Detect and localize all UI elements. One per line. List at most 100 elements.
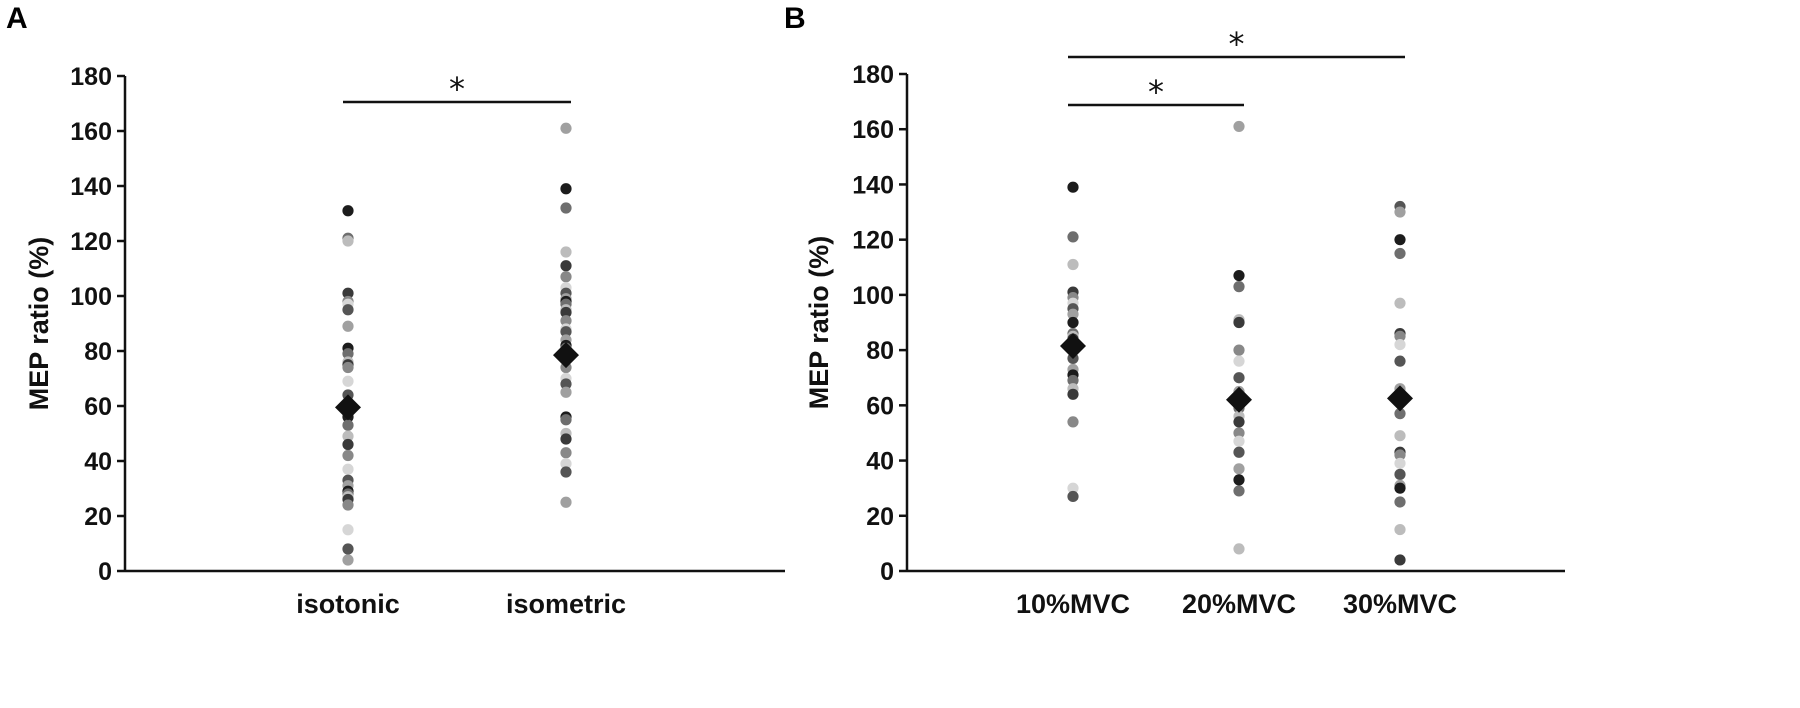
data-point — [1233, 269, 1245, 282]
data-point — [342, 524, 354, 536]
mean-marker — [1226, 386, 1252, 413]
mean-marker — [335, 394, 361, 421]
data-point — [1233, 344, 1245, 356]
data-point — [1067, 490, 1079, 503]
data-point — [1233, 543, 1245, 555]
significance-label: * — [449, 70, 465, 108]
data-point — [1233, 355, 1245, 367]
data-point — [1394, 355, 1406, 367]
y-tick-label: 140 — [852, 171, 894, 199]
data-point — [1233, 427, 1245, 439]
data-point — [1394, 206, 1406, 218]
data-point — [560, 326, 572, 338]
data-point — [560, 315, 572, 327]
y-tick-label: 40 — [866, 448, 894, 476]
data-point — [342, 205, 354, 217]
data-point — [342, 287, 354, 299]
y-tick-label: 180 — [70, 63, 112, 91]
y-tick-label: 160 — [852, 116, 894, 144]
data-point — [1067, 388, 1079, 400]
data-point — [1233, 446, 1245, 458]
data-point — [560, 447, 572, 459]
data-point — [1067, 308, 1079, 320]
data-point — [342, 375, 354, 387]
y-tick-label: 100 — [70, 283, 112, 311]
x-category-label: 20%MVC — [1182, 589, 1296, 619]
y-tick-label: 100 — [852, 282, 894, 310]
data-point — [1394, 523, 1406, 536]
data-point — [560, 260, 572, 272]
significance-label: * — [1229, 25, 1245, 63]
data-point — [342, 499, 354, 511]
panel-b: B 0 20 40 60 80 100 120 140 160 180 MEP ratio (%) 10… — [784, 2, 1565, 619]
y-tick-label: 160 — [70, 118, 112, 146]
data-point — [1067, 482, 1079, 494]
mean-marker — [1060, 332, 1086, 359]
y-tick-label: 0 — [98, 558, 112, 586]
y-tick-label: 60 — [84, 393, 112, 421]
data-point — [1233, 281, 1245, 293]
data-point — [1394, 330, 1406, 342]
data-point — [1394, 496, 1406, 508]
y-axis-title: MEP ratio (%) — [804, 236, 834, 410]
y-tick-label: 80 — [866, 337, 894, 365]
mean-marker — [553, 342, 579, 369]
data-point — [560, 458, 572, 470]
data-point — [560, 386, 572, 398]
data-point — [342, 348, 354, 360]
data-point — [560, 433, 572, 445]
data-point — [1067, 416, 1079, 428]
data-point — [1394, 338, 1406, 351]
panel-label: A — [6, 2, 28, 35]
x-category-label: isometric — [506, 589, 626, 619]
y-tick-label: 40 — [84, 448, 112, 476]
data-point — [560, 414, 572, 426]
data-point — [560, 466, 572, 478]
data-point — [1394, 457, 1406, 469]
data-point — [342, 463, 354, 475]
data-point — [560, 271, 572, 283]
data-point — [560, 183, 572, 195]
data-point — [1394, 554, 1406, 566]
data-point — [342, 361, 354, 374]
data-point — [1067, 231, 1079, 243]
data-point — [342, 449, 354, 462]
y-tick-label: 180 — [852, 61, 894, 89]
data-point — [342, 419, 354, 431]
data-point — [342, 430, 354, 442]
y-tick-label: 120 — [70, 228, 112, 256]
data-point — [1233, 435, 1245, 447]
data-point — [1394, 247, 1406, 260]
data-point — [1067, 258, 1079, 271]
data-point — [1394, 297, 1406, 309]
data-point — [1233, 120, 1245, 133]
mean-marker — [1387, 385, 1413, 412]
data-point — [342, 304, 354, 316]
data-point — [1394, 408, 1406, 420]
x-category-label: 30%MVC — [1343, 589, 1457, 619]
data-point — [1394, 482, 1406, 494]
y-tick-label: 60 — [866, 392, 894, 420]
significance-label: * — [1148, 73, 1164, 111]
y-axis-title: MEP ratio (%) — [24, 237, 54, 411]
data-point — [1233, 474, 1245, 486]
data-point — [342, 235, 354, 247]
y-tick-label: 20 — [84, 503, 112, 531]
y-tick-label: 80 — [84, 338, 112, 366]
data-point — [342, 438, 354, 451]
data-point — [560, 202, 572, 214]
data-point — [1394, 234, 1406, 246]
data-point — [1233, 485, 1245, 497]
data-point — [1394, 430, 1406, 442]
data-point — [560, 378, 572, 390]
panel-a: A 0 20 40 60 80 100 120 140 160 180 MEP ratio (%) is… — [6, 2, 785, 619]
data-point — [560, 246, 572, 258]
data-point — [342, 320, 354, 332]
panel-label: B — [784, 2, 806, 35]
x-category-label: 10%MVC — [1016, 589, 1130, 619]
y-tick-label: 20 — [866, 503, 894, 531]
data-point — [1394, 449, 1406, 461]
y-tick-label: 140 — [70, 173, 112, 201]
